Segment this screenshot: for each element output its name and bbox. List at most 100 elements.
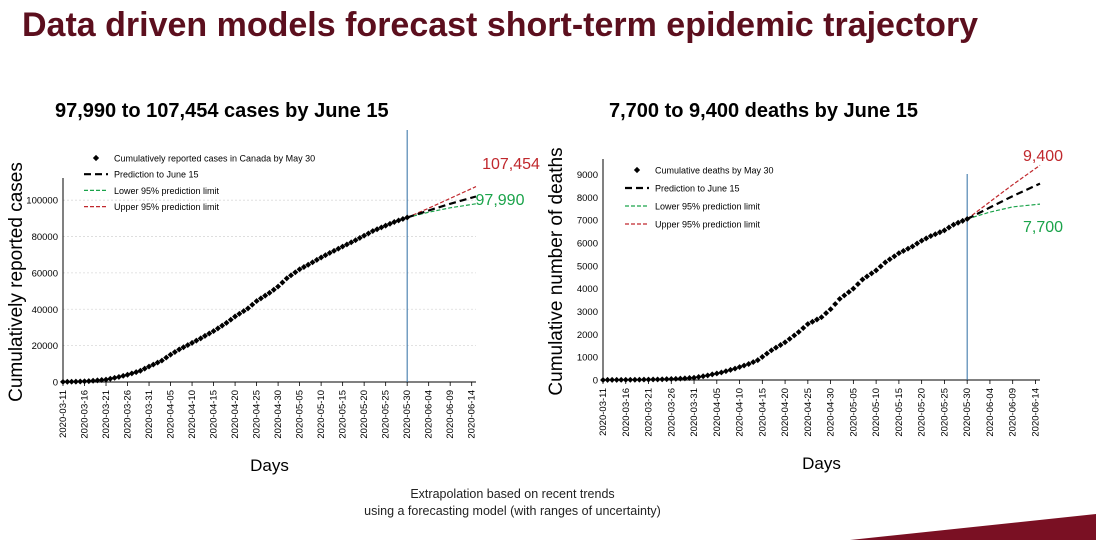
x-tick-label: 2020-03-31: [689, 388, 700, 437]
legend-observed-swatch: [633, 166, 641, 174]
x-tick-label: 2020-04-20: [230, 390, 241, 439]
observed-point-marker: [818, 314, 825, 321]
observed-point-marker: [873, 267, 880, 274]
footnote-line-2: using a forecasting model (with ranges o…: [364, 504, 661, 518]
y-tick-label: 40000: [32, 305, 58, 316]
y-tick-label: 60000: [32, 268, 58, 279]
y-tick-label: 0: [593, 376, 598, 387]
legend-label: Upper 95% prediction limit: [655, 220, 761, 230]
x-tick-label: 2020-04-20: [780, 388, 791, 437]
observed-point-marker: [836, 295, 843, 302]
lower-limit-annotation: 7,700: [1023, 219, 1063, 236]
observed-point-marker: [305, 261, 312, 268]
x-tick-label: 2020-05-30: [962, 388, 973, 437]
observed-point-marker: [809, 318, 816, 325]
observed-point-marker: [115, 373, 122, 380]
observed-point-marker: [795, 329, 802, 336]
observed-point-marker: [309, 259, 316, 266]
observed-point-marker: [777, 342, 784, 348]
y-axis-title: Cumulatively reported cases: [6, 162, 27, 402]
legend-label: Cumulatively reported cases in Canada by…: [114, 154, 315, 164]
observed-point-marker: [171, 349, 178, 356]
prediction-line: [406, 195, 477, 219]
x-tick-label: 2020-03-31: [144, 390, 155, 439]
y-tick-label: 6000: [577, 238, 598, 249]
y-axis-title: Cumulative number of deaths: [546, 147, 567, 395]
observed-point-marker: [249, 301, 256, 308]
x-tick-label: 2020-05-05: [848, 388, 859, 437]
observed-point-marker: [850, 285, 857, 292]
legend-label: Prediction to June 15: [114, 170, 199, 180]
legend-label: Lower 95% prediction limit: [655, 202, 761, 212]
observed-point-marker: [300, 264, 307, 270]
observed-point-marker: [335, 245, 342, 252]
x-tick-label: 2020-03-21: [644, 388, 655, 437]
footnote: Extrapolation based on recent trends usi…: [0, 486, 1025, 520]
x-tick-label: 2020-05-10: [871, 388, 882, 437]
footnote-line-1: Extrapolation based on recent trends: [410, 487, 615, 501]
observed-point-marker: [600, 376, 607, 383]
x-tick-label: 2020-05-15: [894, 388, 905, 437]
observed-point-marker: [283, 275, 290, 282]
y-tick-label: 100000: [26, 196, 58, 207]
observed-point-marker: [128, 370, 135, 377]
legend-label: Prediction to June 15: [655, 184, 740, 194]
observed-point-marker: [832, 301, 839, 308]
x-tick-label: 2020-05-30: [402, 390, 413, 439]
y-tick-label: 0: [53, 378, 58, 389]
x-tick-label: 2020-04-05: [166, 390, 177, 439]
observed-point-marker: [141, 365, 148, 372]
x-tick-label: 2020-04-25: [252, 390, 263, 439]
observed-point-marker: [609, 376, 616, 383]
x-tick-label: 2020-03-11: [58, 390, 69, 438]
observed-point-marker: [146, 363, 152, 370]
observed-point-marker: [695, 373, 702, 380]
x-tick-label: 2020-05-20: [359, 390, 370, 439]
lower-limit-line: [407, 203, 477, 219]
y-tick-label: 7000: [577, 216, 598, 227]
observed-point-marker: [722, 368, 729, 375]
observed-point-marker: [905, 245, 911, 252]
observed-point-marker: [786, 335, 793, 342]
upper-limit-annotation: 107,454: [482, 156, 540, 173]
observed-point-marker: [763, 350, 770, 357]
observed-point-marker: [791, 332, 798, 339]
observed-point-marker: [804, 321, 811, 328]
observed-point-marker: [750, 359, 757, 366]
observed-point-marker: [700, 373, 707, 380]
observed-point-marker: [741, 362, 748, 369]
observed-point-marker: [77, 378, 84, 385]
observed-point-marker: [704, 372, 711, 379]
observed-point-marker: [672, 375, 679, 382]
observed-point-marker: [275, 283, 282, 290]
upper-limit-line: [966, 164, 1041, 220]
observed-point-marker: [150, 361, 157, 368]
observed-point-marker: [356, 234, 363, 241]
observed-point-marker: [745, 361, 752, 367]
observed-point-marker: [727, 366, 734, 373]
x-tick-label: 2020-04-15: [209, 390, 220, 439]
observed-point-marker: [945, 224, 952, 231]
observed-point-marker: [882, 259, 889, 266]
x-tick-label: 2020-03-26: [666, 388, 677, 437]
observed-point-marker: [640, 376, 647, 383]
observed-point-marker: [167, 351, 174, 358]
x-tick-label: 2020-04-10: [187, 390, 198, 439]
observed-point-marker: [270, 286, 277, 293]
observed-point-marker: [891, 253, 898, 260]
observed-point-marker: [754, 357, 761, 364]
observed-point-marker: [279, 279, 286, 286]
observed-point-marker: [257, 295, 264, 302]
x-tick-label: 2020-03-21: [101, 390, 112, 439]
deaths-chart-title: 7,700 to 9,400 deaths by June 15: [609, 100, 919, 122]
observed-point-marker: [627, 376, 634, 383]
observed-point-marker: [180, 344, 187, 351]
observed-point-marker: [223, 319, 230, 326]
x-tick-label: 2020-06-09: [445, 390, 456, 439]
observed-point-marker: [868, 270, 875, 277]
page-title: Data driven models forecast short-term e…: [22, 6, 979, 44]
x-tick-label: 2020-06-09: [1008, 388, 1019, 437]
observed-point-marker: [736, 364, 743, 371]
observed-point-marker: [361, 232, 368, 239]
observed-point-marker: [709, 371, 716, 378]
